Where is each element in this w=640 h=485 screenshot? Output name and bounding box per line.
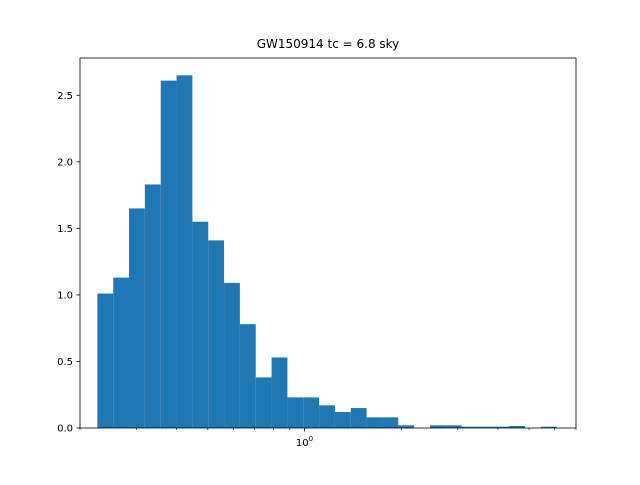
- histogram-bar: [239, 324, 256, 428]
- histogram-bar: [493, 426, 510, 428]
- histogram-bar: [461, 426, 478, 428]
- histogram-bar: [224, 282, 240, 428]
- histogram-bar: [366, 417, 383, 428]
- histogram-bar: [477, 426, 494, 428]
- y-tick-label: 1.0: [57, 290, 73, 301]
- y-tick-label: 1.5: [57, 224, 73, 235]
- bars-layer: [97, 75, 557, 429]
- histogram-bar: [176, 75, 193, 429]
- plot-frame: [79, 57, 577, 429]
- y-tick-label: 2.5: [57, 91, 73, 102]
- chart-title: GW150914 tc = 6.8 sky: [257, 37, 400, 51]
- histogram-bar: [509, 426, 526, 428]
- histogram-bar: [192, 221, 209, 428]
- histogram-bar: [319, 405, 335, 428]
- histogram-bar: [334, 412, 351, 428]
- histogram-bar: [445, 425, 462, 428]
- histogram-bar: [540, 426, 557, 428]
- histogram-bar: [144, 184, 161, 428]
- histogram-bar: [160, 80, 177, 428]
- histogram-bar: [255, 377, 272, 428]
- histogram-bar: [271, 357, 288, 428]
- y-tick-label: 2.0: [57, 157, 73, 168]
- histogram-bar: [97, 293, 114, 428]
- histogram-bar: [303, 397, 320, 428]
- histogram-bar: [287, 397, 304, 428]
- histogram-bar: [382, 417, 399, 428]
- y-tick-label: 0.5: [57, 357, 73, 368]
- histogram-bar: [350, 408, 367, 428]
- histogram-bar: [398, 425, 415, 428]
- histogram-bar: [129, 208, 145, 428]
- histogram-bar: [113, 277, 130, 428]
- y-tick-label: 0.0: [57, 424, 73, 435]
- histogram-bar: [208, 240, 225, 428]
- histogram-bar: [429, 425, 446, 428]
- x-tick-exponent: 0: [309, 435, 313, 443]
